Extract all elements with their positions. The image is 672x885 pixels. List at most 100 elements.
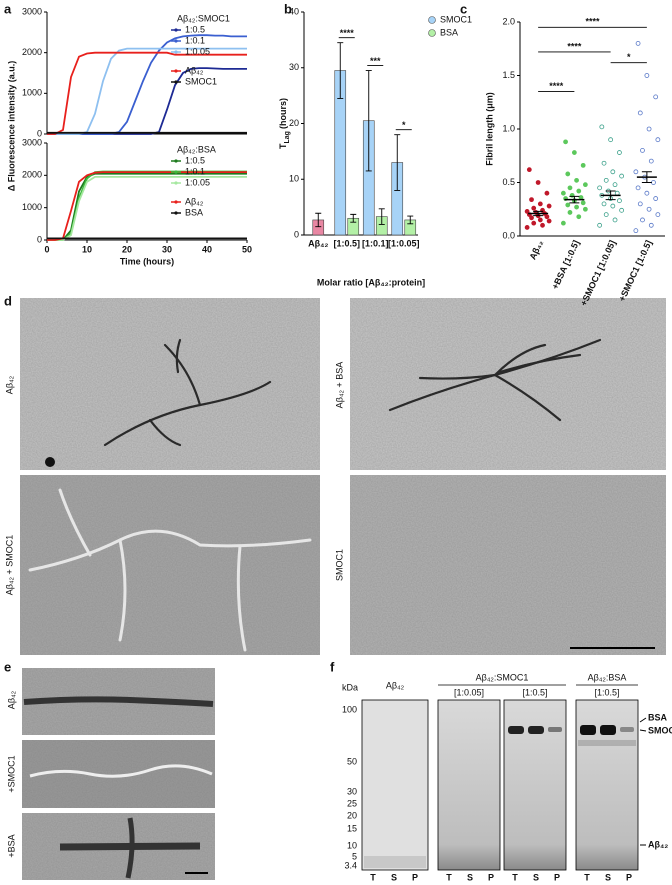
panel-letter: c bbox=[460, 1, 467, 16]
legend-label: 1:0.1 bbox=[185, 166, 205, 176]
legend-swatch bbox=[174, 159, 178, 163]
gel-frame bbox=[361, 699, 429, 871]
data-point bbox=[637, 110, 643, 116]
data-point bbox=[580, 162, 586, 168]
gel-lane-label: P bbox=[412, 872, 418, 882]
data-point bbox=[597, 222, 603, 228]
micrograph-label: +BSA bbox=[6, 834, 16, 857]
gel-lane-label: T bbox=[584, 872, 590, 882]
data-point bbox=[597, 185, 603, 191]
y-tick-label: 0 bbox=[37, 128, 42, 138]
gel-band bbox=[600, 725, 616, 735]
fibril bbox=[236, 544, 247, 652]
data-point bbox=[546, 218, 552, 224]
x-tick-label: [1:0.05] bbox=[388, 238, 420, 248]
x-tick-label: [1:0.1] bbox=[362, 238, 389, 248]
legend-label: Aβ₄₂ bbox=[185, 65, 204, 75]
legend-label: 1:0.5 bbox=[185, 24, 205, 34]
data-point bbox=[567, 185, 573, 191]
gel-subheader: [1:0.05] bbox=[454, 687, 484, 697]
data-point bbox=[646, 206, 652, 212]
data-point bbox=[635, 41, 641, 46]
y-tick-label: 30 bbox=[289, 62, 299, 72]
y-axis-label-part: (hours) bbox=[278, 98, 288, 129]
legend-swatch bbox=[174, 50, 178, 54]
legend-label: 1:0.1 bbox=[185, 35, 205, 45]
gel-band bbox=[528, 726, 544, 734]
fibril bbox=[58, 488, 92, 557]
error-bar bbox=[533, 210, 544, 217]
legend-swatch bbox=[174, 181, 178, 185]
data-point bbox=[608, 137, 614, 143]
gel-band bbox=[508, 726, 524, 734]
gel-header: Aβ₄₂:BSA bbox=[588, 672, 627, 682]
micrograph bbox=[20, 475, 320, 655]
data-point bbox=[599, 124, 605, 130]
data-point bbox=[576, 188, 582, 194]
legend-swatch bbox=[174, 211, 178, 215]
micrograph bbox=[350, 475, 666, 655]
panel-letter: f bbox=[330, 659, 335, 674]
legend-label: 1:0.05 bbox=[185, 46, 210, 56]
data-point bbox=[612, 182, 618, 188]
fibril bbox=[163, 343, 202, 407]
error-bar bbox=[605, 190, 616, 201]
x-tick-label: 50 bbox=[242, 244, 252, 254]
gel-frame bbox=[503, 699, 567, 871]
data-point bbox=[529, 197, 534, 203]
y-tick-label: 1000 bbox=[22, 202, 42, 212]
gel-lane-label: T bbox=[446, 872, 452, 882]
error-bar bbox=[337, 42, 344, 99]
gel-lane-label: P bbox=[488, 872, 494, 882]
fibril bbox=[148, 418, 182, 447]
gel-header: Aβ₄₂ bbox=[386, 680, 405, 690]
particle bbox=[45, 457, 55, 467]
data-point bbox=[580, 200, 586, 206]
data-point bbox=[574, 204, 579, 210]
gel-band bbox=[364, 856, 426, 868]
gel-marker-label: 30 bbox=[347, 786, 357, 796]
gel-band bbox=[578, 740, 636, 746]
legend-label: BSA bbox=[185, 207, 203, 217]
gel-lane-label: P bbox=[554, 872, 560, 882]
y-tick-label: 2000 bbox=[22, 170, 42, 180]
data-point bbox=[567, 210, 573, 215]
data-point bbox=[582, 206, 588, 212]
legend-label: 1:0.5 bbox=[185, 155, 205, 165]
fibril bbox=[28, 529, 312, 572]
data-point bbox=[540, 222, 545, 228]
data-point bbox=[601, 160, 607, 166]
gel-subheader: [1:0.5] bbox=[522, 687, 547, 697]
gel-unit: kDa bbox=[342, 682, 358, 692]
legend-swatch bbox=[174, 69, 178, 73]
y-tick-label: 0.5 bbox=[502, 177, 515, 187]
legend-swatch bbox=[428, 16, 436, 24]
legend-label: 1:0.05 bbox=[185, 177, 210, 187]
micrograph-label: Aβ₄₂ bbox=[4, 375, 14, 394]
series-line bbox=[47, 170, 247, 241]
data-point bbox=[644, 190, 650, 196]
legend-swatch bbox=[428, 29, 436, 37]
data-point bbox=[574, 177, 579, 183]
data-point bbox=[544, 214, 550, 220]
data-point bbox=[619, 207, 625, 213]
gel-lane-label: S bbox=[467, 872, 473, 882]
y-tick-label: 20 bbox=[289, 118, 299, 128]
gel-frame bbox=[437, 699, 501, 871]
data-point bbox=[617, 150, 622, 155]
data-point bbox=[646, 126, 652, 132]
x-tick-label: 30 bbox=[162, 244, 172, 254]
micrograph bbox=[350, 298, 666, 470]
significance-label: * bbox=[627, 52, 631, 62]
y-axis-label: Δ Fluorescence intensity (a.u.) bbox=[6, 61, 16, 192]
data-point bbox=[610, 169, 616, 175]
series-line bbox=[47, 176, 247, 241]
legend-swatch bbox=[174, 28, 178, 32]
x-tick-label: 10 bbox=[82, 244, 92, 254]
data-point bbox=[524, 208, 530, 214]
y-tick-label: 3000 bbox=[22, 137, 42, 147]
data-point bbox=[640, 147, 645, 153]
error-bar bbox=[365, 70, 372, 172]
micrograph-label: +SMOC1 bbox=[6, 755, 16, 792]
error-bar bbox=[315, 212, 322, 228]
